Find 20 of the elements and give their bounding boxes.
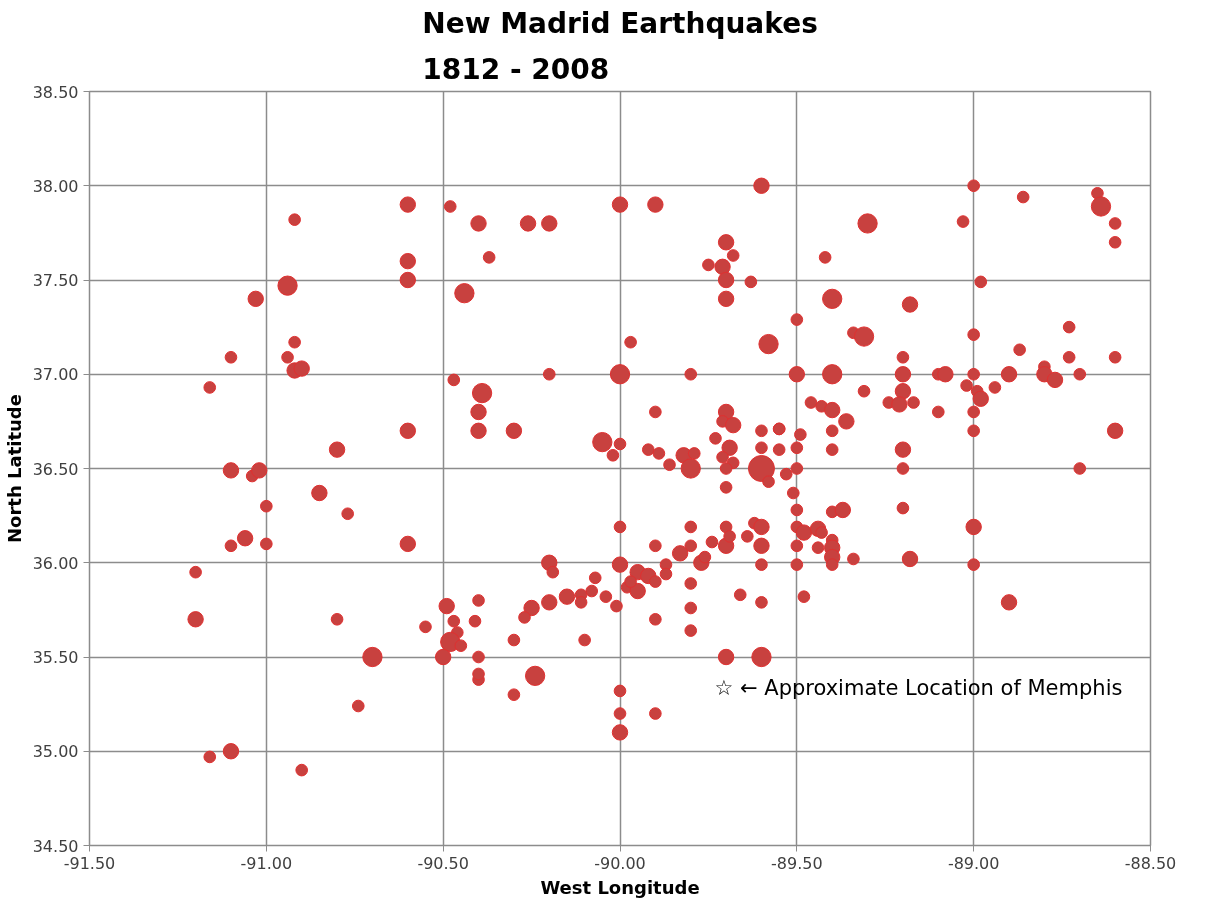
y-tick-label: 37.00 <box>32 365 79 385</box>
x-tick-label: -90.50 <box>417 853 469 873</box>
x-tick-label: -89.50 <box>771 853 823 873</box>
y-tick-label: 38.50 <box>32 82 79 102</box>
x-tick-label: -89.00 <box>947 853 1000 873</box>
y-tick-label: 34.50 <box>32 836 79 856</box>
x-tick-label: -90.00 <box>594 853 646 873</box>
y-tick-label: 35.50 <box>32 648 79 667</box>
x-axis-title: West Longitude <box>540 876 700 898</box>
y-tick-label: 38.00 <box>32 176 79 196</box>
x-tick-label: -88.50 <box>1124 853 1177 873</box>
annotation: ☆ ← Approximate Location of Memphis <box>714 675 1123 700</box>
y-tick-label: 36.50 <box>32 459 79 479</box>
y-axis-title: North Latitude <box>3 394 25 543</box>
x-tick-label: -91.50 <box>63 853 116 873</box>
chart-title: New Madrid Earthquakes 1812 - 2008 <box>422 7 818 87</box>
x-tick-label: -91.00 <box>240 853 293 873</box>
y-tick-label: 36.00 <box>32 553 79 573</box>
y-tick-label: 37.50 <box>32 271 79 290</box>
y-tick-label: 35.00 <box>32 742 79 762</box>
